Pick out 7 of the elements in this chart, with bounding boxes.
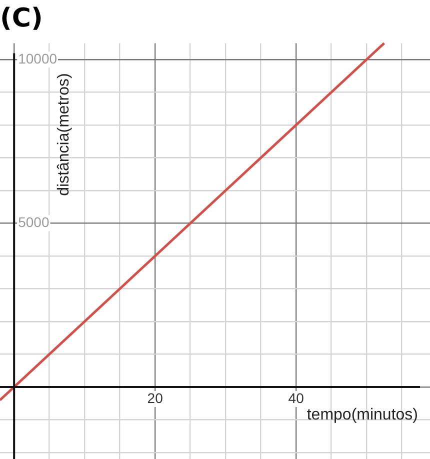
- y-tick-label: 10000: [18, 50, 58, 66]
- x-tick-label: 40: [288, 390, 304, 406]
- y-tick-label: 5000: [18, 214, 50, 230]
- y-axis-title: distância(metros): [56, 73, 73, 196]
- x-tick-label: 20: [147, 390, 164, 406]
- x-axis-title: tempo(minutos): [306, 406, 418, 424]
- chart-title: (C): [0, 3, 43, 34]
